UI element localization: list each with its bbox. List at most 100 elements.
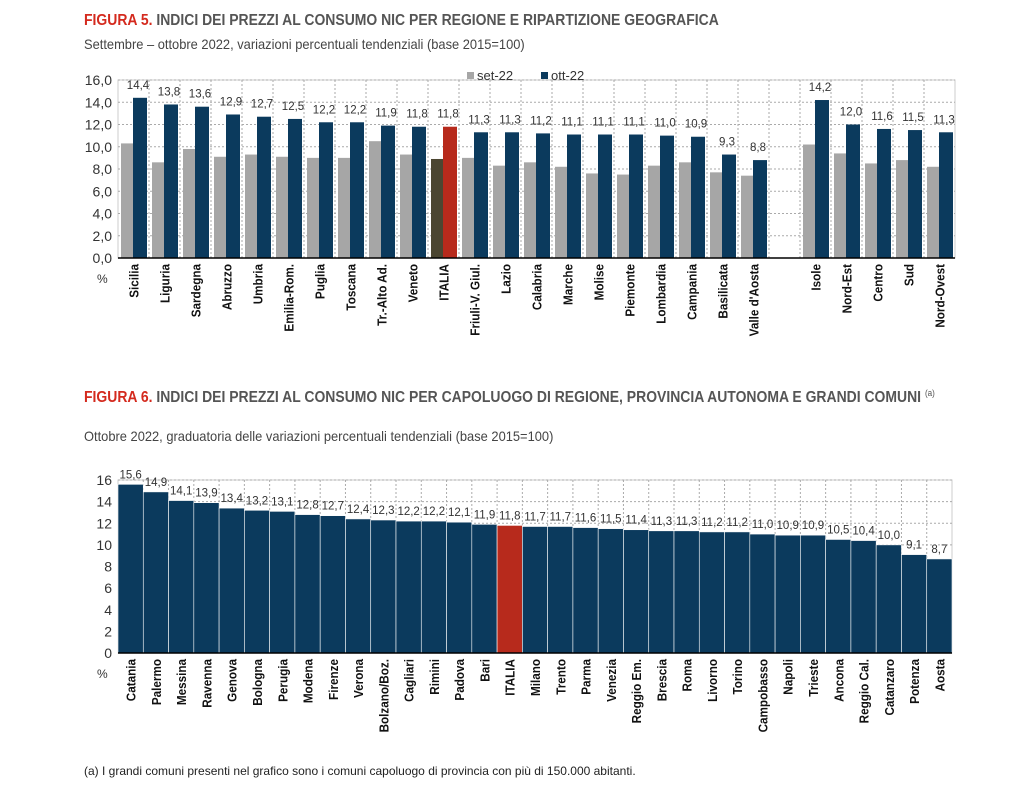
fig5-bar-set22 — [152, 162, 164, 258]
fig5-x-tick-label: Toscana — [344, 264, 359, 311]
fig6-bar — [648, 530, 675, 654]
fig5-data-label: 11,3 — [499, 114, 521, 126]
fig5-bar-set22 — [338, 157, 350, 258]
fig6-bar — [168, 500, 195, 654]
fig6-x-tick-label: Perugia — [276, 659, 291, 702]
fig5-x-tick-label: ITALIA — [437, 264, 452, 301]
fig6-bar — [395, 520, 422, 654]
fig5-legend-swatch-ott22 — [541, 72, 548, 79]
fig6-bar — [825, 539, 852, 654]
fig6-data-label: 10,0 — [878, 530, 900, 542]
fig5-bar-set22 — [462, 157, 474, 258]
fig6-y-tick-label: 8 — [104, 559, 112, 575]
fig5-data-label: 11,1 — [561, 117, 583, 129]
fig5-bar-ott22 — [257, 116, 271, 259]
fig6-x-tick-label: Messina — [175, 659, 190, 705]
fig5-bar-set22 — [245, 154, 257, 258]
fig6-x-tick-label: Catanzaro — [882, 659, 897, 716]
fig5-data-label: 12,7 — [251, 99, 273, 111]
fig6-data-label: 11,5 — [600, 514, 622, 526]
fig5-legend-swatch-set22 — [467, 72, 474, 79]
fig5-bar-ott22 — [474, 132, 488, 258]
fig5-data-label: 11,3 — [468, 114, 490, 126]
fig6-x-tick-label: Verona — [352, 659, 367, 698]
fig6-bar — [496, 525, 523, 654]
fig5-bar-set22 — [679, 162, 691, 258]
fig5-bar-set22 — [369, 141, 381, 258]
fig5-y-tick-label: 6,0 — [93, 183, 113, 199]
fig6-x-tick-label: Milano — [528, 659, 543, 696]
fig5-data-label: 13,8 — [158, 86, 180, 98]
fig5-data-label: 14,4 — [127, 80, 150, 92]
fig6-bar — [547, 526, 574, 654]
fig5-bar-ott22 — [536, 133, 550, 258]
fig5-bar-ott22 — [350, 122, 364, 259]
fig5-x-tick-label: Sud — [902, 264, 917, 286]
fig5-data-label: 11,3 — [933, 114, 955, 126]
fig5-data-label: 11,8 — [437, 109, 459, 121]
fig6-y-tick-label: 12 — [96, 515, 112, 531]
fig6-bar — [471, 524, 498, 654]
fig6-data-label: 12,3 — [372, 505, 394, 517]
fig6-x-tick-label: Roma — [680, 659, 695, 692]
fig6-x-tick-label: Firenze — [326, 659, 341, 700]
fig5-data-label: 8,8 — [750, 142, 766, 154]
fig5-bar-ott22 — [412, 126, 426, 258]
fig6-y-unit-label: % — [97, 667, 108, 681]
fig5-bar-ott22 — [319, 122, 333, 259]
fig5-x-tick-label: Abruzzo — [220, 264, 235, 311]
footnote-ref: (a) — [924, 388, 935, 398]
fig5-x-tick-label: Liguria — [158, 264, 173, 303]
fig5-bar-ott22 — [939, 132, 953, 258]
fig5-bar-set22 — [555, 166, 567, 258]
fig5-x-tick-label: Lazio — [499, 264, 514, 294]
fig6-bar — [597, 528, 624, 654]
fig5-bar-ott22 — [629, 134, 643, 258]
fig6-x-tick-label: Napoli — [781, 659, 796, 695]
fig5-data-label: 11,6 — [871, 111, 893, 123]
fig5-x-tick-label: Molise — [592, 264, 607, 301]
fig5-x-tick-label: Piemonte — [623, 264, 638, 317]
fig5-bar-ott22 — [598, 134, 612, 258]
fig6-data-label: 12,1 — [448, 507, 470, 519]
fig5-bar-set22 — [431, 158, 443, 258]
fig6-x-tick-label: Rimini — [427, 659, 442, 695]
fig6-data-label: 12,2 — [397, 506, 419, 518]
fig6-bar — [244, 509, 270, 654]
fig6-x-tick-label: Brescia — [655, 659, 670, 701]
fig5-data-label: 11,0 — [654, 118, 676, 130]
fig6-y-tick-label: 4 — [104, 602, 112, 618]
fig6-data-label: 11,7 — [524, 511, 546, 523]
fig6-bar — [875, 544, 902, 654]
fig6-data-label: 10,9 — [777, 520, 799, 532]
fig5-data-label: 11,1 — [592, 117, 614, 129]
fig5-bar-set22 — [927, 166, 939, 258]
fig6-data-label: 11,7 — [550, 511, 572, 523]
fig6-bar — [724, 531, 751, 654]
fig6-data-label: 11,8 — [499, 510, 521, 522]
fig6-x-tick-label: Trento — [554, 659, 569, 695]
fig5-bar-set22 — [710, 172, 722, 258]
fig5-data-label: 14,2 — [809, 82, 831, 94]
fig5-bar-ott22 — [443, 126, 457, 258]
fig6-x-tick-label: Ravenna — [200, 659, 215, 708]
fig6-bar — [572, 527, 599, 654]
fig5-y-unit-label: % — [97, 272, 108, 286]
figure6-title: FIGURA 6. INDICI DEI PREZZI AL CONSUMO N… — [84, 384, 948, 407]
fig5-bar-set22 — [524, 162, 536, 258]
fig5-x-tick-label: Sicilia — [127, 264, 142, 298]
fig5-data-label: 9,3 — [719, 137, 735, 149]
fig5-bar-set22 — [121, 143, 133, 258]
fig5-bar-ott22 — [195, 106, 209, 258]
fig6-data-label: 14,1 — [170, 486, 192, 498]
fig5-bar-ott22 — [226, 114, 240, 258]
fig5-bar-ott22 — [908, 130, 922, 258]
fig6-bar — [294, 514, 321, 654]
fig5-data-label: 13,6 — [189, 89, 211, 101]
fig5-bar-ott22 — [133, 97, 147, 258]
fig6-data-label: 11,3 — [651, 516, 673, 528]
fig5-x-tick-label: Tr.-Alto Ad. — [375, 264, 390, 326]
fig6-bar — [623, 529, 650, 654]
fig5-data-label: 11,2 — [530, 115, 552, 127]
fig5-data-label: 11,9 — [375, 108, 397, 120]
